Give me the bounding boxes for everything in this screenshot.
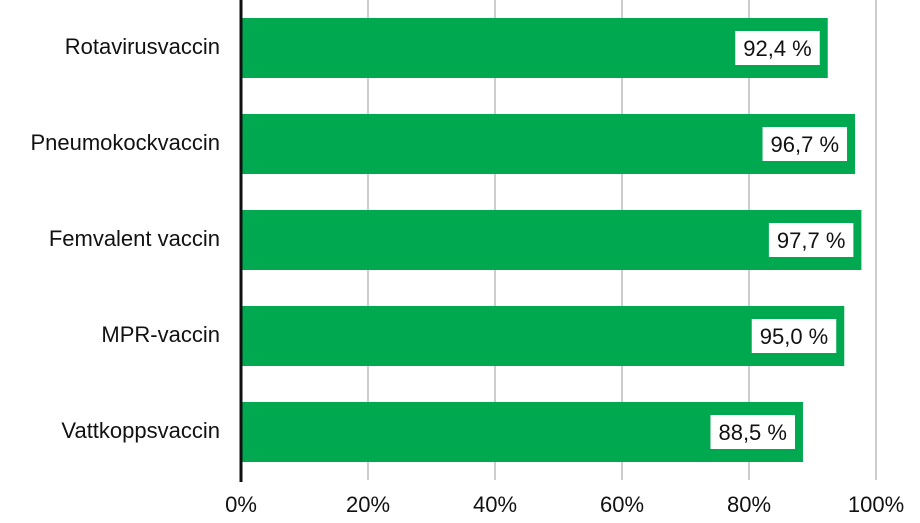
bar (241, 114, 856, 174)
x-tick-label: 80% (727, 492, 771, 517)
value-label: 88,5 % (718, 420, 787, 445)
value-label-box (751, 319, 837, 353)
value-label-box (710, 415, 795, 449)
value-label-box (735, 31, 820, 65)
value-label: 95,0 % (760, 324, 829, 349)
bar (241, 306, 845, 366)
value-label: 96,7 % (771, 132, 840, 157)
y-tick-label: Femvalent vaccin (49, 226, 220, 251)
value-label: 92,4 % (743, 36, 812, 61)
x-tick-label: 40% (473, 492, 517, 517)
bar (241, 18, 828, 78)
x-tick-label: 100% (848, 492, 904, 517)
bar (241, 402, 803, 462)
x-tick-label: 0% (225, 492, 257, 517)
y-tick-label: Rotavirusvaccin (65, 34, 220, 59)
bar (241, 210, 862, 270)
y-tick-label: Vattkoppsvaccin (61, 418, 220, 443)
x-tick-label: 60% (600, 492, 644, 517)
value-label-box (762, 127, 848, 161)
y-tick-label: MPR-vaccin (101, 322, 220, 347)
value-label: 97,7 % (777, 228, 846, 253)
y-tick-label: Pneumokockvaccin (30, 130, 220, 155)
x-tick-label: 20% (346, 492, 390, 517)
value-label-box (768, 223, 854, 257)
